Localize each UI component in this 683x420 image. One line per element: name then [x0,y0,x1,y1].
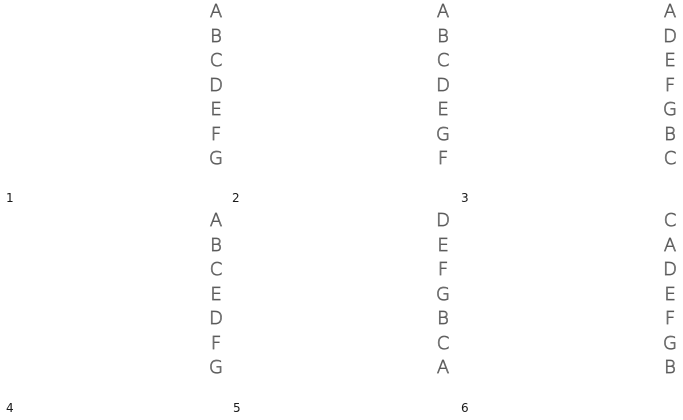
letter: E [210,99,222,121]
letter: B [664,357,677,379]
letter: D [436,74,451,96]
letter: A [209,1,223,23]
letter: F [210,123,222,145]
letter: B [664,123,677,145]
letter: B [437,308,450,330]
letter: A [209,210,223,232]
letter: B [210,25,223,47]
puzzle-number: 4 [6,401,14,415]
letter: E [437,234,449,256]
letter: C [436,50,450,72]
letter: A [436,1,450,23]
letter: F [437,148,449,170]
letter: D [663,25,678,47]
letter: D [209,74,224,96]
letter: A [436,357,450,379]
letter: F [210,332,222,354]
letter: G [663,332,678,354]
letter: C [663,148,677,170]
letter: G [209,148,224,170]
letter: C [209,50,223,72]
letter: G [209,357,224,379]
puzzle-number: 5 [233,401,241,415]
letter: D [209,308,224,330]
letter: E [210,283,222,305]
letter: E [664,50,676,72]
letter: C [663,210,677,232]
letter-column-3: A D E F G B C [658,0,682,172]
letter-column-5: D E F G B C A [431,209,455,381]
letter: A [663,1,677,23]
puzzle-panel-1: A B C D E F G 1 [0,0,228,210]
letter: F [664,308,676,330]
puzzle-number: 6 [461,401,469,415]
letter: B [210,234,223,256]
letter: C [436,332,450,354]
puzzle-number: 3 [461,191,469,205]
letter-column-1: A B C D E F G [204,0,228,172]
puzzle-number: 2 [232,191,240,205]
puzzle-panel-3: A D E F G B C 3 [456,0,683,210]
letter: B [437,25,450,47]
letter-column-2: A B C D E G F [431,0,455,172]
letter: E [664,283,676,305]
letter: D [436,210,451,232]
puzzle-number: 1 [6,191,14,205]
letter: C [209,259,223,281]
letter-column-4: A B C E D F G [204,209,228,381]
letter: F [437,259,449,281]
letter-column-6: C A D E F G B [658,209,682,381]
letter: G [436,123,451,145]
puzzle-panel-2: A B C D E G F 2 [228,0,456,210]
letter: G [436,283,451,305]
letter: D [663,259,678,281]
puzzle-panel-5: D E F G B C A 5 [228,209,456,419]
letter: A [663,234,677,256]
puzzle-panel-6: C A D E F G B 6 [456,209,683,419]
letter: E [437,99,449,121]
letter: F [664,74,676,96]
puzzle-panel-4: A B C E D F G 4 [0,209,228,419]
letter: G [663,99,678,121]
